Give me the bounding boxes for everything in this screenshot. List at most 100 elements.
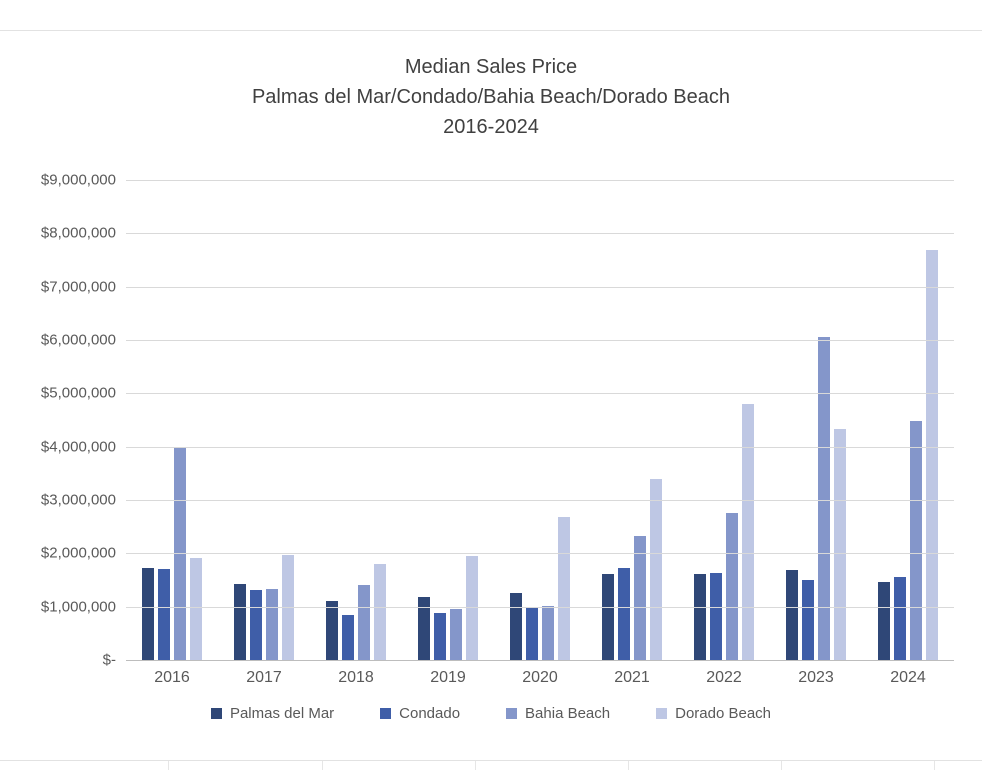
y-axis-tick-label: $2,000,000 [40, 544, 116, 562]
bar-dorado-beach-2018 [374, 564, 386, 660]
bar-group-2018 [310, 180, 402, 660]
bar-bahia-beach-2023 [818, 337, 830, 660]
legend-swatch [506, 708, 518, 719]
gridline [126, 340, 954, 341]
legend-item-bahia-beach: Bahia Beach [506, 705, 610, 722]
gridline [126, 606, 954, 608]
bar-condado-2022 [710, 573, 722, 660]
bar-palmas-del-mar-2021 [602, 574, 614, 660]
y-axis-tick-label: $4,000,000 [40, 438, 116, 456]
bar-group-2022 [678, 180, 770, 660]
y-axis-tick-label: $8,000,000 [40, 224, 116, 242]
chart-title: Median Sales Price Palmas del Mar/Condad… [0, 52, 982, 142]
spreadsheet-column-line [475, 761, 476, 770]
gridline [126, 393, 954, 395]
y-axis-tick-label: $- [102, 651, 116, 669]
y-axis-tick-label: $5,000,000 [40, 384, 116, 402]
bar-condado-2024 [894, 577, 906, 660]
y-axis-tick-label: $3,000,000 [40, 491, 116, 509]
bar-group-2024 [862, 180, 954, 660]
bar-palmas-del-mar-2019 [418, 597, 430, 660]
bar-condado-2021 [618, 568, 630, 660]
spreadsheet-row-line [0, 760, 982, 761]
gridline [126, 500, 954, 501]
gridline [126, 446, 954, 448]
spreadsheet-column-line [934, 761, 935, 770]
bar-palmas-del-mar-2016 [142, 568, 154, 660]
y-axis: $9,000,000 $8,000,000 $7,000,000 $6,000,000… [0, 172, 126, 669]
x-axis-label-2020: 2020 [522, 669, 558, 686]
bar-dorado-beach-2021 [650, 479, 662, 660]
bar-palmas-del-mar-2022 [694, 574, 706, 660]
bar-bahia-beach-2024 [910, 421, 922, 660]
bar-bahia-beach-2017 [266, 589, 278, 660]
bar-dorado-beach-2020 [558, 517, 570, 660]
bar-condado-2023 [802, 580, 814, 660]
bar-palmas-del-mar-2018 [326, 601, 338, 660]
bar-palmas-del-mar-2017 [234, 584, 246, 660]
gridline [126, 233, 954, 235]
bar-group-2021 [586, 180, 678, 660]
y-axis-tick-label: $7,000,000 [40, 278, 116, 296]
gridline [126, 180, 954, 181]
bar-condado-2017 [250, 590, 262, 660]
bar-group-2017 [218, 180, 310, 660]
bar-group-2023 [770, 180, 862, 660]
plot-region: $9,000,000 $8,000,000 $7,000,000 $6,000,000… [0, 172, 954, 669]
x-axis-label-2016: 2016 [154, 669, 190, 686]
legend: Palmas del Mar Condado Bahia Beach Dorado B… [0, 705, 982, 722]
bar-group-2019 [402, 180, 494, 660]
x-axis-label-2018: 2018 [338, 669, 374, 686]
gridline [126, 553, 954, 555]
legend-label: Dorado Beach [675, 705, 772, 722]
legend-item-palmas-del-mar: Palmas del Mar [210, 705, 335, 722]
y-axis-tick-label: $1,000,000 [40, 598, 116, 616]
bar-bahia-beach-2020 [542, 606, 554, 660]
bar-dorado-beach-2016 [190, 558, 202, 660]
bar-condado-2020 [526, 607, 538, 660]
chart-title-line2: Palmas del Mar/Condado/Bahia Beach/Dorad… [251, 86, 731, 108]
spreadsheet-column-line [322, 761, 323, 770]
bar-group-2016 [126, 180, 218, 660]
bars-row [126, 180, 954, 660]
x-axis-label-2021: 2021 [614, 669, 650, 686]
bar-condado-2016 [158, 569, 170, 660]
spreadsheet-column-line [781, 761, 782, 770]
chart-title-line3: 2016-2024 [443, 116, 539, 138]
bar-bahia-beach-2022 [726, 513, 738, 660]
legend-label: Palmas del Mar [229, 705, 335, 722]
bar-dorado-beach-2019 [466, 556, 478, 660]
spreadsheet-column-line [168, 761, 169, 770]
bar-dorado-beach-2023 [834, 429, 846, 660]
x-axis-label-2022: 2022 [706, 669, 742, 686]
spreadsheet-row-line [0, 30, 982, 31]
bar-group-2020 [494, 180, 586, 660]
legend-label: Bahia Beach [525, 705, 611, 722]
bar-bahia-beach-2021 [634, 536, 646, 660]
legend-swatch [656, 708, 668, 719]
y-axis-tick-label: $6,000,000 [40, 331, 116, 349]
legend-swatch [380, 708, 392, 719]
x-axis-label-2019: 2019 [430, 669, 466, 686]
x-axis: 2016 2017 2018 2019 2020 2021 2022 2023 2024 [126, 660, 954, 687]
x-axis-label-2024: 2024 [890, 669, 926, 686]
legend-item-condado: Condado [380, 705, 460, 722]
spreadsheet-column-line [628, 761, 629, 770]
bar-dorado-beach-2024 [926, 250, 938, 660]
bar-condado-2018 [342, 615, 354, 660]
legend-label: Condado [399, 705, 461, 722]
plot-area [126, 180, 954, 661]
gridline [126, 286, 954, 288]
x-axis-label-2023: 2023 [798, 669, 834, 686]
bar-palmas-del-mar-2024 [878, 582, 890, 660]
x-axis-label-2017: 2017 [246, 669, 282, 686]
bar-bahia-beach-2019 [450, 609, 462, 660]
x-axis-line [126, 660, 954, 661]
bar-condado-2019 [434, 613, 446, 660]
y-axis-tick-label: $9,000,000 [40, 171, 116, 189]
bar-bahia-beach-2018 [358, 585, 370, 660]
bar-palmas-del-mar-2020 [510, 593, 522, 660]
bar-dorado-beach-2022 [742, 404, 754, 660]
legend-swatch [210, 708, 222, 719]
